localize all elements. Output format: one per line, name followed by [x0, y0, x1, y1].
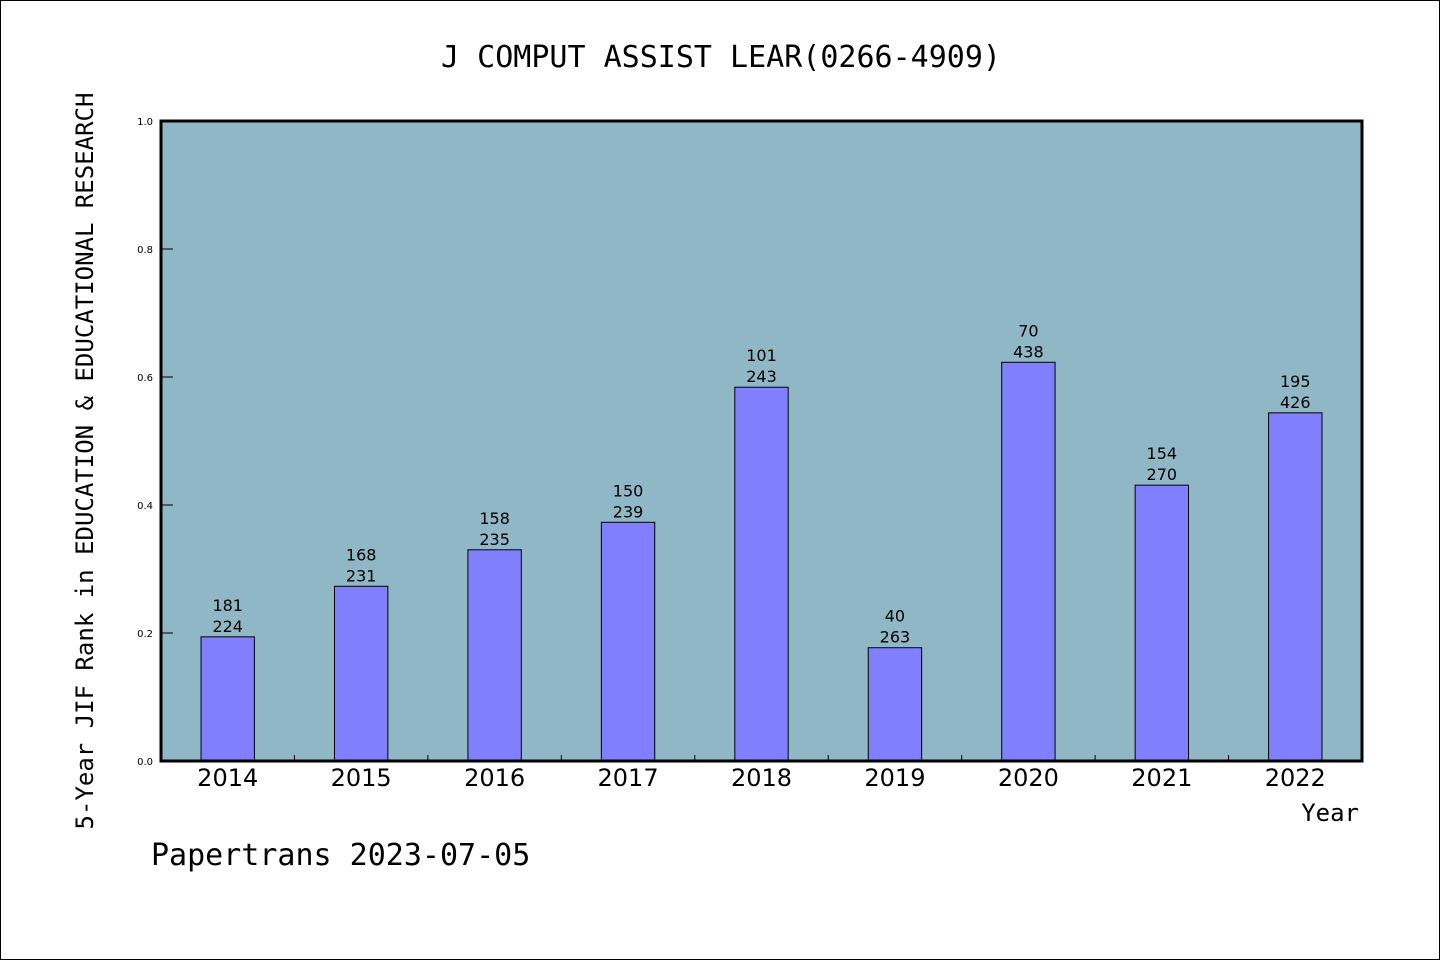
- y-tick-label: 0.4: [137, 501, 153, 512]
- x-tick-label: 2019: [864, 764, 925, 792]
- total-label: 231: [346, 566, 377, 585]
- total-label: 438: [1013, 342, 1044, 361]
- x-tick-label: 2017: [598, 764, 659, 792]
- plot-frame: [159, 119, 1364, 763]
- bar-2016: [467, 549, 522, 762]
- y-tick-label: 0.8: [137, 245, 153, 256]
- bar-2017: [600, 521, 656, 762]
- total-label: 235: [479, 530, 510, 549]
- rank-label: 154: [1147, 444, 1178, 463]
- y-tick-label: 0.6: [137, 373, 153, 384]
- x-tick-label: 2022: [1265, 764, 1326, 792]
- bar-2014: [200, 636, 255, 762]
- rank-label: 70: [1018, 321, 1038, 340]
- bar-2021: [1134, 484, 1190, 762]
- bar-2015: [333, 585, 389, 762]
- total-label: 270: [1147, 465, 1178, 484]
- total-label: 426: [1280, 393, 1311, 412]
- bar-2019: [867, 647, 923, 762]
- y-axis-label: 5-Year JIF Rank in EDUCATION & EDUCATION…: [71, 93, 99, 830]
- rank-label: 158: [479, 509, 510, 528]
- rank-label: 40: [885, 607, 905, 626]
- footer-watermark: Papertrans 2023-07-05: [151, 838, 530, 873]
- rank-label: 101: [746, 346, 777, 365]
- x-axis-label: Year: [1301, 799, 1359, 827]
- total-label: 224: [212, 617, 243, 636]
- x-tick-label: 2015: [331, 764, 392, 792]
- x-tick-label: 2016: [464, 764, 525, 792]
- total-label: 263: [880, 628, 911, 647]
- y-tick-label: 1.0: [137, 117, 153, 128]
- chart-title: J COMPUT ASSIST LEAR(0266-4909): [441, 40, 1001, 75]
- x-tick-label: 2014: [197, 764, 258, 792]
- rank-label: 195: [1280, 372, 1311, 391]
- y-tick-label: 0.0: [137, 757, 153, 768]
- rank-label: 168: [346, 545, 377, 564]
- rank-label: 150: [613, 481, 644, 500]
- x-tick-label: 2021: [1131, 764, 1192, 792]
- rank-label: 181: [212, 596, 243, 615]
- bar-2020: [1001, 361, 1056, 762]
- bar-2022: [1268, 412, 1323, 762]
- total-label: 239: [613, 502, 644, 521]
- x-tick-label: 2020: [998, 764, 1059, 792]
- y-tick-label: 0.2: [137, 629, 153, 640]
- x-tick-label: 2018: [731, 764, 792, 792]
- total-label: 243: [746, 367, 777, 386]
- bar-2018: [734, 386, 789, 762]
